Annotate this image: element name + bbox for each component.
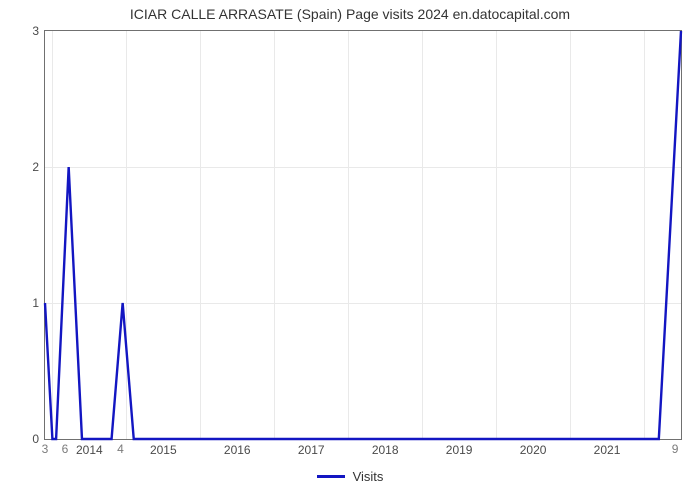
legend-swatch [317, 475, 345, 478]
x-axis-tick: 2017 [298, 439, 325, 457]
y-axis-tick: 2 [32, 160, 45, 174]
x-axis-tick: 2020 [520, 439, 547, 457]
x-axis-tick: 2015 [150, 439, 177, 457]
x-axis-tick: 2021 [594, 439, 621, 457]
legend-label: Visits [353, 469, 384, 484]
data-point-label: 4 [117, 442, 124, 456]
y-axis-tick: 3 [32, 24, 45, 38]
x-axis-tick: 2016 [224, 439, 251, 457]
chart-plot-area: 0123201420152016201720182019202020213649 [44, 30, 682, 440]
y-axis-tick: 1 [32, 296, 45, 310]
data-point-label: 6 [62, 442, 69, 456]
x-axis-tick: 2014 [76, 439, 103, 457]
data-point-label: 9 [672, 442, 679, 456]
chart-series [45, 31, 681, 439]
chart-legend: Visits [0, 468, 700, 484]
series-line [45, 31, 681, 439]
chart-title: ICIAR CALLE ARRASATE (Spain) Page visits… [0, 6, 700, 22]
x-axis-tick: 2018 [372, 439, 399, 457]
x-axis-tick: 2019 [446, 439, 473, 457]
data-point-label: 3 [42, 442, 49, 456]
